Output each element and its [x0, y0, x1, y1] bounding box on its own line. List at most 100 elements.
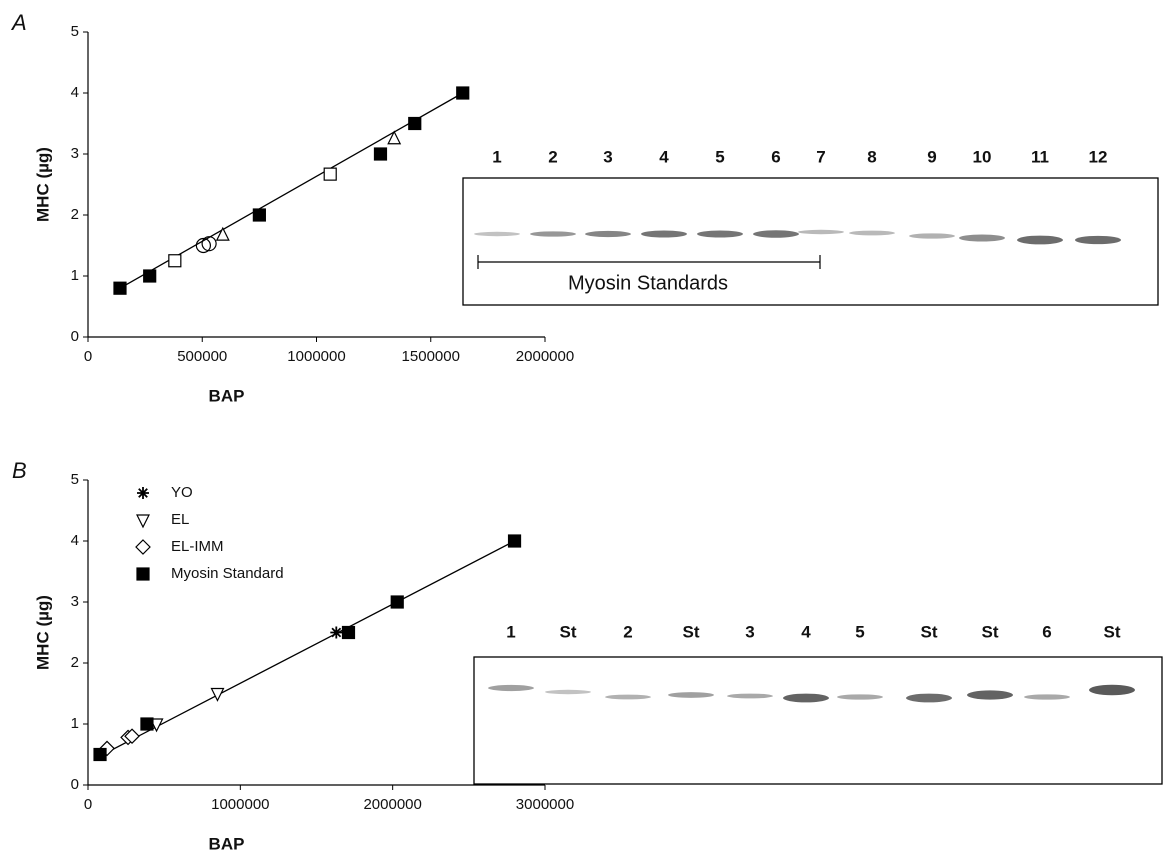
gel-band — [906, 694, 952, 703]
data-point — [253, 209, 265, 221]
gel-band — [641, 230, 687, 237]
x-tick-label: 0 — [84, 796, 92, 813]
lane-label: 9 — [927, 147, 936, 166]
lane-label: 8 — [867, 147, 876, 166]
lane-label: St — [921, 622, 938, 641]
legend-label: EL-IMM — [171, 538, 224, 555]
gel-band — [545, 690, 591, 694]
gel-band — [753, 230, 799, 237]
legend-marker — [137, 487, 149, 499]
x-tick-label: 1000000 — [211, 796, 269, 813]
gel-band — [783, 694, 829, 703]
panel-label: B — [12, 458, 27, 483]
lane-label: 5 — [715, 147, 724, 166]
data-point — [342, 627, 354, 639]
y-tick-label: 4 — [71, 532, 79, 549]
lane-label: 3 — [603, 147, 612, 166]
data-point — [391, 596, 403, 608]
data-point — [330, 627, 342, 639]
data-point — [94, 749, 106, 761]
lane-label: St — [560, 622, 577, 641]
lane-label: 10 — [973, 147, 992, 166]
lane-label: St — [982, 622, 999, 641]
lane-label: 1 — [506, 622, 515, 641]
legend-label: YO — [171, 484, 193, 501]
gel-band — [488, 685, 534, 691]
chart-panel: B 0 1000000 2000000 3000000 0 1 2 3 4 5 BAP MHC (µg)… — [12, 458, 1162, 854]
x-tick-label: 3000000 — [516, 796, 574, 813]
y-tick-label: 1 — [71, 267, 79, 284]
x-axis-title: BAP — [209, 834, 245, 853]
gel-image — [474, 657, 1162, 784]
panel-label: A — [10, 10, 27, 35]
gel-band — [849, 231, 895, 236]
data-point — [169, 255, 181, 267]
data-point — [114, 282, 126, 294]
x-tick-label: 2000000 — [363, 796, 421, 813]
gel-band — [909, 233, 955, 238]
y-tick-label: 2 — [71, 654, 79, 671]
x-tick-label: 500000 — [177, 348, 227, 365]
data-point — [144, 270, 156, 282]
legend-marker — [137, 568, 149, 580]
y-tick-label: 0 — [71, 776, 79, 793]
lane-label: 5 — [855, 622, 864, 641]
y-tick-label: 3 — [71, 145, 79, 162]
lane-label: 12 — [1089, 147, 1108, 166]
gel-band — [727, 694, 773, 699]
data-point — [217, 228, 229, 240]
gel-band — [697, 230, 743, 237]
x-tick-label: 1500000 — [402, 348, 460, 365]
gel-annotation: Myosin Standards — [568, 272, 728, 294]
page: A0500000100000015000002000000012345BAPMH… — [0, 0, 1164, 857]
lane-label: 3 — [745, 622, 754, 641]
y-tick-label: 3 — [71, 593, 79, 610]
lane-label: 11 — [1031, 147, 1049, 166]
legend-marker — [137, 515, 149, 527]
lane-label: St — [1104, 622, 1121, 641]
gel-band — [967, 690, 1013, 699]
lane-label: 6 — [1042, 622, 1051, 641]
data-point — [509, 535, 521, 547]
gel-band — [668, 692, 714, 698]
lane-label: 4 — [659, 147, 669, 166]
y-tick-label: 5 — [71, 471, 79, 488]
lane-label: 7 — [816, 147, 825, 166]
y-tick-label: 5 — [71, 23, 79, 40]
lane-label: 2 — [623, 622, 632, 641]
gel-band — [1089, 685, 1135, 696]
y-axis-title: MHC (µg) — [33, 595, 52, 670]
data-point — [457, 87, 469, 99]
y-tick-label: 2 — [71, 206, 79, 223]
gel-band — [474, 232, 520, 236]
figure: A0500000100000015000002000000012345BAPMH… — [0, 0, 1164, 857]
gel-band — [605, 695, 651, 700]
data-point — [324, 168, 336, 180]
y-tick-label: 4 — [71, 84, 79, 101]
gel-band — [585, 231, 631, 237]
data-point — [141, 718, 153, 730]
data-point — [374, 148, 386, 160]
gel-band — [1017, 236, 1063, 245]
x-axis-title: BAP — [209, 386, 245, 405]
y-axis-title: MHC (µg) — [33, 147, 52, 222]
lane-label: 2 — [548, 147, 557, 166]
y-tick-label: 1 — [71, 715, 79, 732]
lane-label: St — [683, 622, 700, 641]
gel-band — [959, 234, 1005, 241]
x-tick-label: 1000000 — [287, 348, 345, 365]
lane-label: 1 — [492, 147, 501, 166]
gel-band — [798, 230, 844, 234]
lane-label: 4 — [801, 622, 811, 641]
legend-marker — [136, 540, 150, 554]
x-tick-label: 2000000 — [516, 348, 574, 365]
data-point — [211, 689, 223, 701]
data-point — [409, 118, 421, 130]
data-point — [388, 132, 400, 144]
gel-band — [530, 231, 576, 236]
gel-band — [1024, 694, 1070, 699]
lane-label: 6 — [771, 147, 780, 166]
y-tick-label: 0 — [71, 328, 79, 345]
legend-label: EL — [171, 511, 189, 528]
